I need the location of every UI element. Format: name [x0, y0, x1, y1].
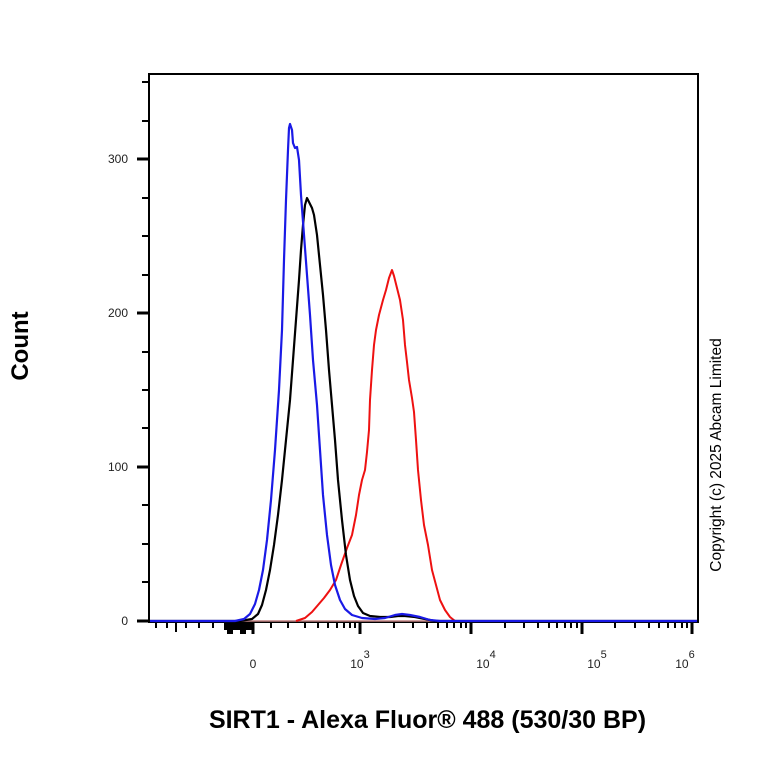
y-axis-ticks	[137, 81, 149, 623]
y-axis-title: Count	[6, 300, 36, 392]
x-axis-ticks	[155, 622, 694, 634]
plot-frame	[148, 73, 699, 623]
x-tick-label-10e4: 104	[476, 649, 495, 671]
y-tick-label-200: 200	[108, 306, 128, 320]
copyright-notice: Copyright (c) 2025 Abcam Limited	[704, 280, 730, 630]
x-tick-label-10e6: 106	[675, 649, 694, 671]
y-tick-label-100: 100	[108, 460, 128, 474]
x-axis-title: SIRT1 - Alexa Fluor® 488 (530/30 BP)	[208, 706, 647, 734]
y-tick-label-300: 300	[108, 152, 128, 166]
copyright-text: Copyright (c) 2025 Abcam Limited	[708, 338, 725, 572]
y-tick-label-0: 0	[121, 614, 128, 628]
x-tick-label-10e3: 103	[350, 649, 369, 671]
series-red-histogram	[295, 269, 462, 622]
x-tick-label-0: 0	[250, 657, 257, 671]
series-blue-histogram	[150, 122, 697, 623]
y-axis-title-text: Count	[7, 311, 34, 381]
x-tick-label-10e5: 105	[587, 649, 606, 671]
series-black-histogram	[150, 196, 697, 623]
